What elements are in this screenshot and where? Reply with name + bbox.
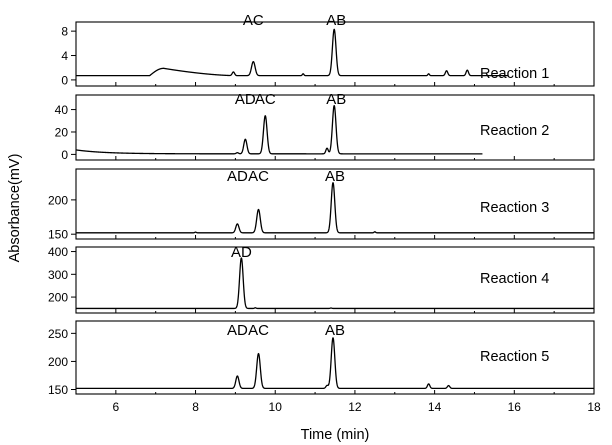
reaction-label-5: Reaction 5 xyxy=(480,349,549,365)
peak-label-ad: AD xyxy=(227,168,248,185)
trace-reaction-4 xyxy=(75,257,595,310)
peak-label-ac: AC xyxy=(243,12,264,29)
peak-label-ad: AD xyxy=(231,244,252,261)
trace-reaction-5 xyxy=(75,337,595,390)
peak-label-ab: AB xyxy=(326,91,346,108)
y-tick-label: 0 xyxy=(61,148,68,162)
trace-reaction-3 xyxy=(75,182,595,234)
y-tick-label: 150 xyxy=(48,228,68,242)
trace-reaction-1 xyxy=(75,28,509,77)
y-tick-label: 200 xyxy=(48,291,68,305)
x-tick-label: 10 xyxy=(269,400,283,414)
peak-label-ad: AD xyxy=(235,91,256,108)
y-tick-label: 150 xyxy=(48,383,68,397)
x-tick-label: 12 xyxy=(348,400,362,414)
panel-frame-2 xyxy=(75,94,595,161)
x-tick-label: 14 xyxy=(428,400,442,414)
y-tick-label: 400 xyxy=(48,245,68,259)
y-tick-label: 8 xyxy=(61,25,68,39)
peak-label-ab: AB xyxy=(325,322,345,339)
x-tick-label: 6 xyxy=(113,400,120,414)
reaction-label-4: Reaction 4 xyxy=(480,271,549,287)
trace-reaction-2 xyxy=(75,105,483,155)
panel-frame-1 xyxy=(75,21,595,87)
y-tick-label: 4 xyxy=(61,49,68,63)
y-tick-label: 0 xyxy=(61,73,68,87)
y-tick-label: 300 xyxy=(48,268,68,282)
reaction-label-1: Reaction 1 xyxy=(480,66,549,82)
y-tick-label: 20 xyxy=(55,125,69,139)
reaction-label-3: Reaction 3 xyxy=(480,200,549,216)
peak-label-ad: AD xyxy=(227,322,248,339)
peak-label-ac: AC xyxy=(248,322,269,339)
peak-label-ac: AC xyxy=(248,168,269,185)
x-tick-label: 18 xyxy=(587,400,601,414)
y-tick-label: 200 xyxy=(48,193,68,207)
y-tick-label: 40 xyxy=(55,103,69,117)
peak-label-ab: AB xyxy=(325,168,345,185)
panel-frame-4 xyxy=(75,246,595,314)
peak-label-ab: AB xyxy=(326,12,346,29)
peak-label-ac: AC xyxy=(255,91,276,108)
reaction-label-2: Reaction 2 xyxy=(480,123,549,139)
panel-frame-5 xyxy=(75,320,595,395)
x-tick-label: 8 xyxy=(192,400,199,414)
y-tick-label: 200 xyxy=(48,355,68,369)
y-axis-label: Absorbance(mV) xyxy=(7,154,23,263)
x-axis-label: Time (min) xyxy=(301,427,370,443)
y-tick-label: 250 xyxy=(48,327,68,341)
panel-frame-3 xyxy=(75,168,595,240)
x-tick-label: 16 xyxy=(508,400,522,414)
